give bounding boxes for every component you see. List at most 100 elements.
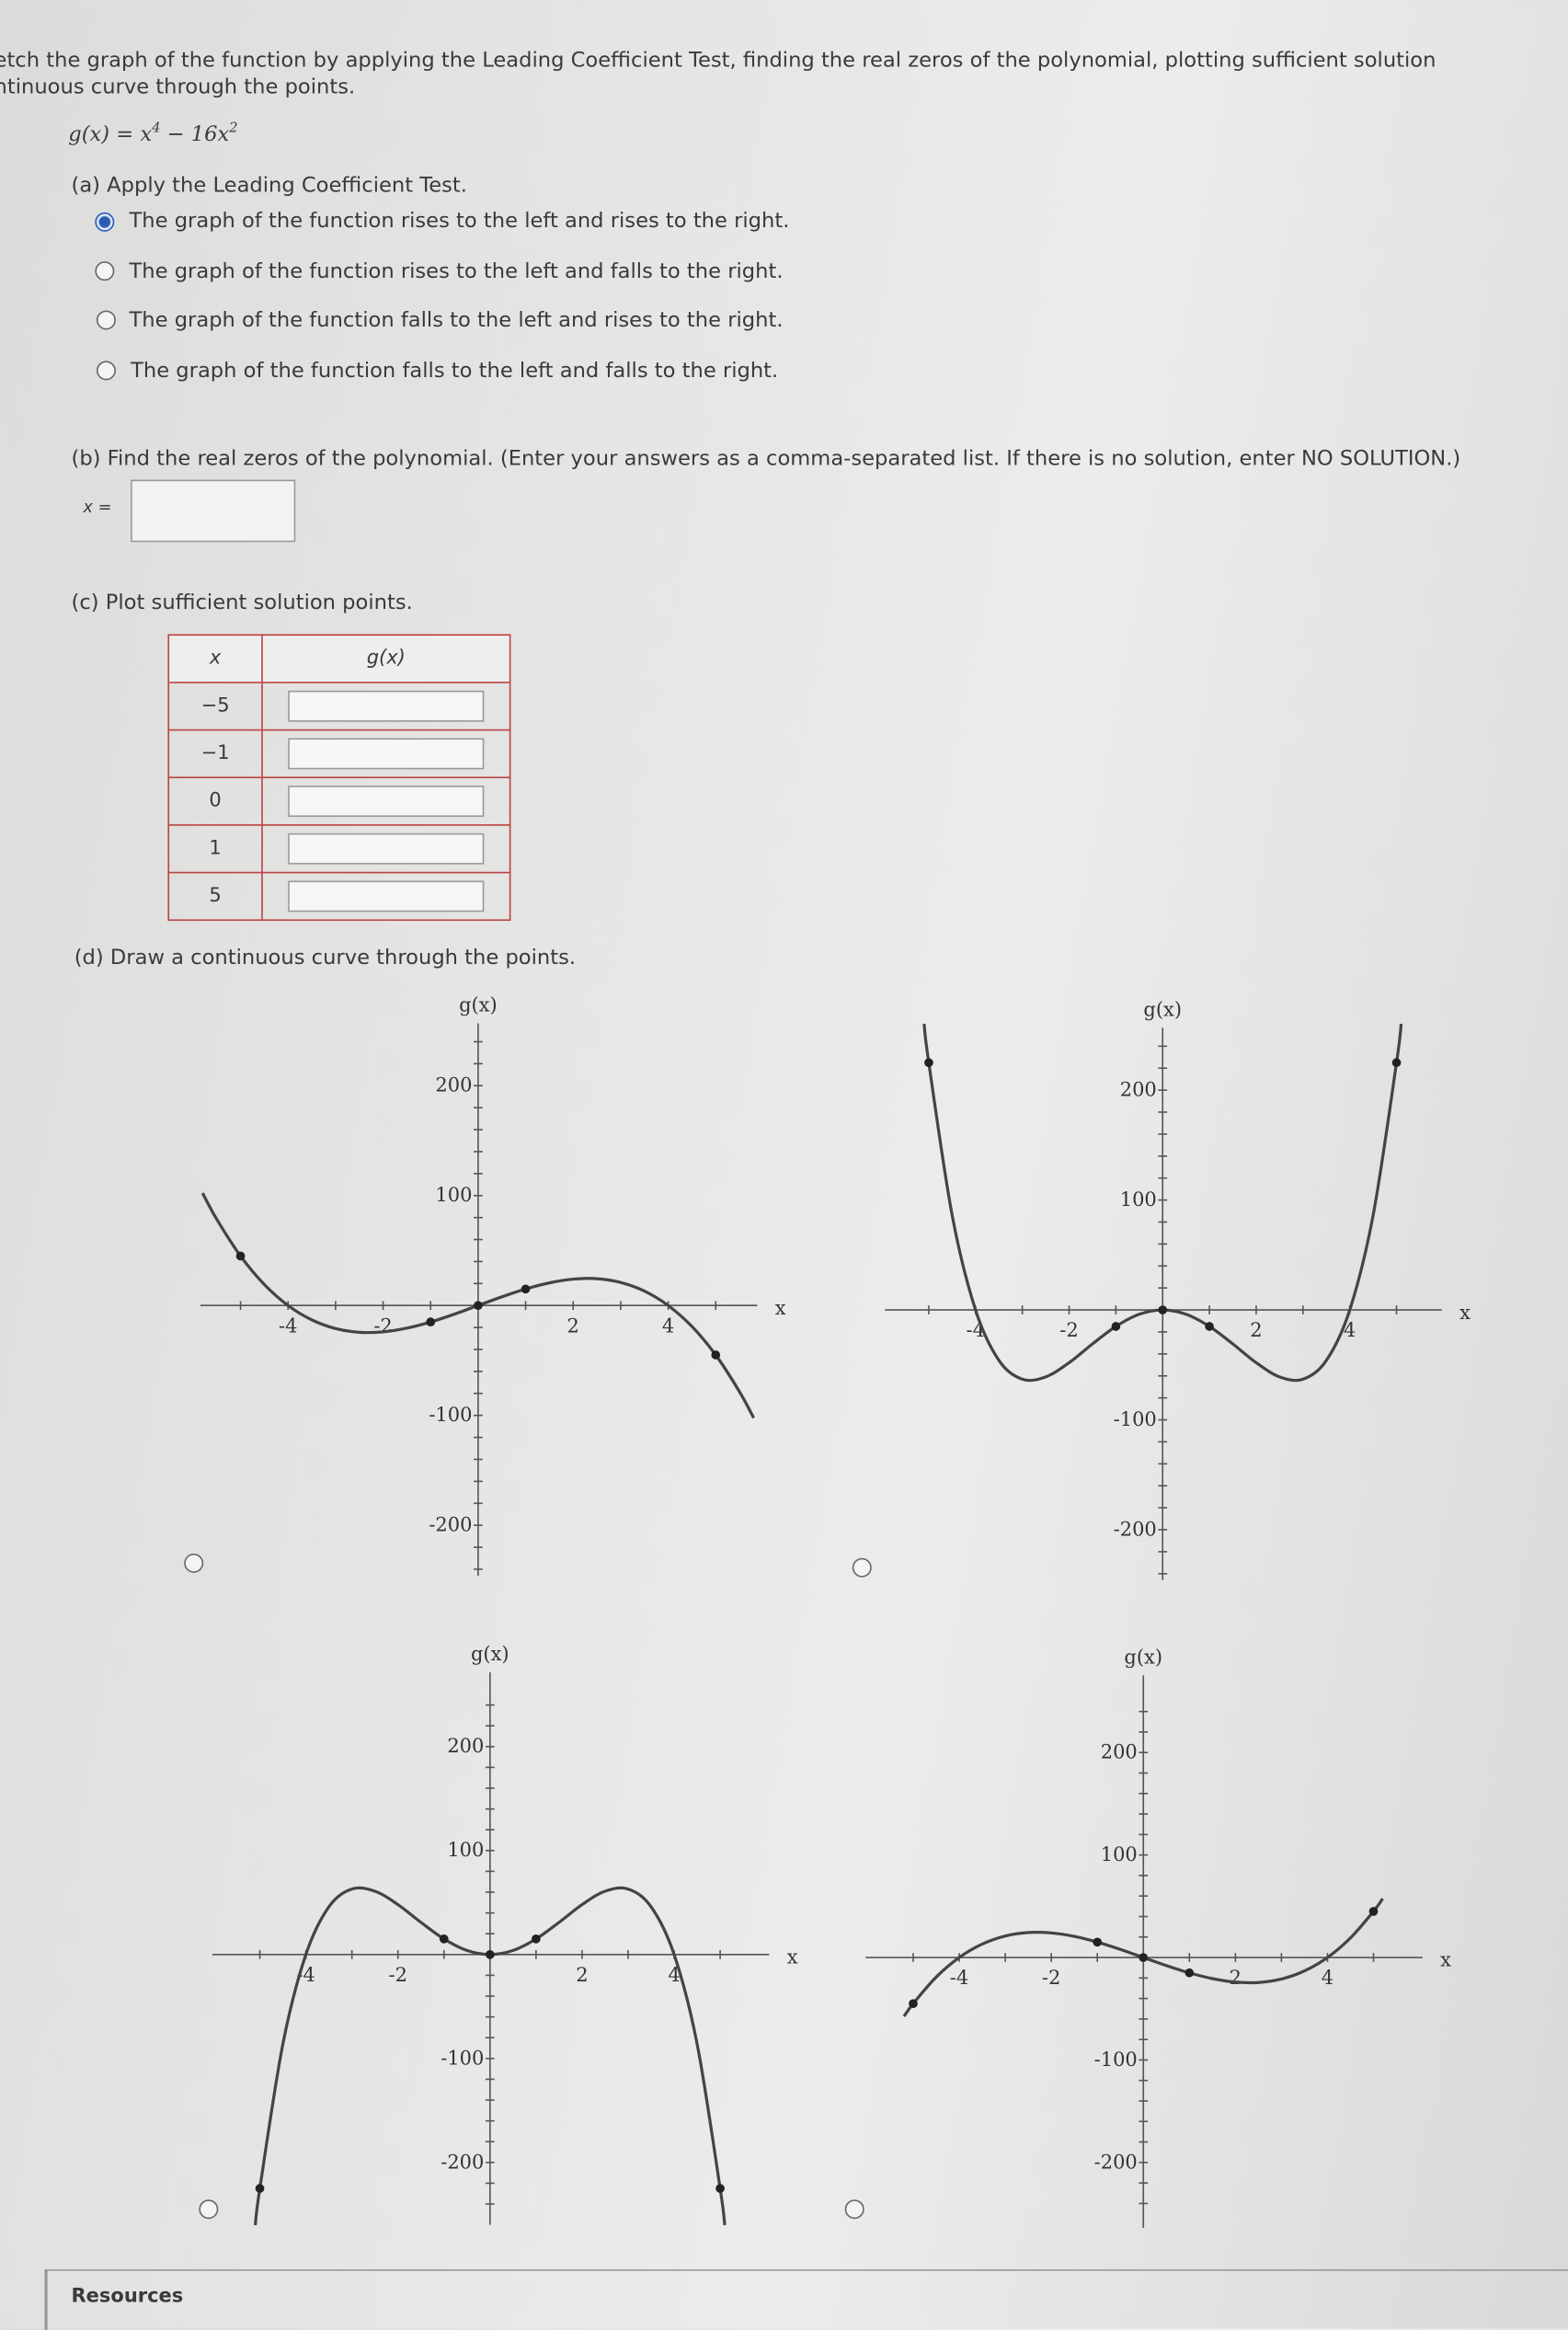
exponent-2: 2 <box>229 121 238 137</box>
x-tick-label: -4 <box>279 1314 297 1337</box>
gx-input[interactable] <box>288 880 485 912</box>
y-tick-label: -200 <box>441 2151 484 2173</box>
x-value: −1 <box>167 729 263 779</box>
table-row: 0 <box>167 776 511 826</box>
part-d-label: (d) Draw a continuous curve through the … <box>74 946 577 970</box>
plotted-point <box>235 1251 246 1261</box>
option-1-radio[interactable] <box>95 212 115 232</box>
resources-bar[interactable]: Resources <box>44 2269 1568 2330</box>
x-tick-label: -2 <box>1042 1967 1060 1989</box>
zeros-input[interactable] <box>131 479 296 543</box>
x-tick-label: 4 <box>668 1964 680 1986</box>
y-tick-label: 200 <box>1120 1079 1157 1101</box>
option-3-label[interactable]: The graph of the function falls to the l… <box>129 308 784 333</box>
plotted-point <box>426 1317 436 1326</box>
plotted-point <box>909 1999 918 2009</box>
x-tick-label: 2 <box>1230 1967 1242 1989</box>
table-row: 5 <box>167 871 511 922</box>
graph-3-radio[interactable] <box>199 2199 219 2220</box>
solution-points-table: x g(x) −5 −1 0 1 5 <box>167 634 511 922</box>
x-tick-label: -4 <box>950 1967 968 1989</box>
gx-input[interactable] <box>288 786 485 818</box>
table-row: −1 <box>167 729 511 779</box>
graph-4-radio[interactable] <box>844 2199 864 2220</box>
resources-label[interactable]: Resources <box>71 2285 184 2309</box>
plotted-point <box>532 1934 541 1944</box>
x-axis-label: x <box>1440 1949 1451 1971</box>
option-4-radio[interactable] <box>96 361 116 381</box>
table-row: −5 <box>167 682 511 731</box>
option-2-label[interactable]: The graph of the function rises to the l… <box>129 259 784 284</box>
table-row: 1 <box>167 824 511 874</box>
x-tick-label: -2 <box>388 1964 406 1986</box>
instructions-line-2: ntinuous curve through the points. <box>0 75 356 100</box>
y-tick-label: -100 <box>1094 2049 1138 2071</box>
header-gx: g(x) <box>261 634 511 683</box>
y-tick-label: 100 <box>435 1184 472 1206</box>
part-b-label: (b) Find the real zeros of the polynomia… <box>71 446 1461 471</box>
plotted-point <box>1139 1953 1149 1962</box>
y-tick-label: 100 <box>1101 1843 1138 1865</box>
y-axis-label: g(x) <box>459 994 498 1016</box>
plotted-point <box>711 1350 721 1360</box>
x-value: −5 <box>167 682 263 731</box>
function-term: − 16x <box>160 122 230 147</box>
header-x: x <box>167 634 263 683</box>
plotted-point <box>1158 1305 1168 1314</box>
x-tick-label: 2 <box>1250 1319 1262 1341</box>
plotted-point <box>521 1284 531 1294</box>
gx-input[interactable] <box>288 832 485 865</box>
y-tick-label: 100 <box>1120 1188 1157 1211</box>
y-axis-label: g(x) <box>1143 998 1182 1020</box>
x-axis-label: x <box>775 1297 786 1319</box>
y-axis-label: g(x) <box>1124 1646 1162 1668</box>
y-tick-label: -200 <box>1114 1518 1157 1540</box>
x-tick-label: 4 <box>1344 1319 1356 1341</box>
plotted-point <box>1093 1937 1103 1947</box>
option-1-label[interactable]: The graph of the function rises to the l… <box>129 209 790 234</box>
graph-2-radio[interactable] <box>852 1557 872 1578</box>
y-tick-label: 100 <box>447 1839 484 1861</box>
function-lhs: g(x) = x <box>68 122 153 147</box>
y-tick-label: -200 <box>1094 2151 1138 2173</box>
x-value: 1 <box>167 824 263 874</box>
plotted-point <box>255 2184 265 2193</box>
plotted-point <box>1111 1322 1121 1331</box>
x-tick-label: 4 <box>1322 1967 1333 1989</box>
table-header: x g(x) <box>167 634 511 683</box>
plotted-point <box>1185 1968 1195 1978</box>
x-tick-label: 2 <box>567 1314 579 1337</box>
option-3-radio[interactable] <box>96 310 116 330</box>
graph-4[interactable]: -4 -2 2 4 200 100 -100 -200 x g(x) <box>846 1638 1470 2232</box>
graph-1-radio[interactable] <box>184 1553 204 1573</box>
plotted-point <box>1368 1907 1379 1916</box>
x-axis-label: x <box>1459 1302 1471 1324</box>
x-axis-label: x <box>787 1946 798 1968</box>
x-equals-label: x = <box>83 497 112 517</box>
y-tick-label: 200 <box>1101 1741 1138 1763</box>
y-tick-label: -100 <box>441 2047 484 2069</box>
option-4-label[interactable]: The graph of the function falls to the l… <box>131 359 779 384</box>
plotted-point <box>715 2184 725 2193</box>
y-tick-label: -100 <box>429 1404 472 1426</box>
x-tick-label: -2 <box>1059 1319 1078 1341</box>
option-2-radio[interactable] <box>95 261 115 281</box>
gx-input[interactable] <box>288 738 485 770</box>
part-c-label: (c) Plot sufficient solution points. <box>71 591 413 615</box>
exponent-4: 4 <box>152 121 161 137</box>
y-tick-label: 200 <box>435 1074 472 1096</box>
plotted-point <box>439 1934 449 1944</box>
part-a-label: (a) Apply the Leading Coefficient Test. <box>71 173 467 198</box>
x-value: 5 <box>167 871 263 922</box>
plotted-point <box>474 1301 483 1311</box>
gx-input[interactable] <box>288 690 485 722</box>
plotted-point <box>1205 1322 1214 1331</box>
y-axis-label: g(x) <box>471 1643 509 1665</box>
x-tick-label: 4 <box>662 1314 674 1337</box>
y-tick-label: -100 <box>1114 1408 1157 1430</box>
function-definition: g(x) = x4 − 16x2 <box>68 121 237 146</box>
